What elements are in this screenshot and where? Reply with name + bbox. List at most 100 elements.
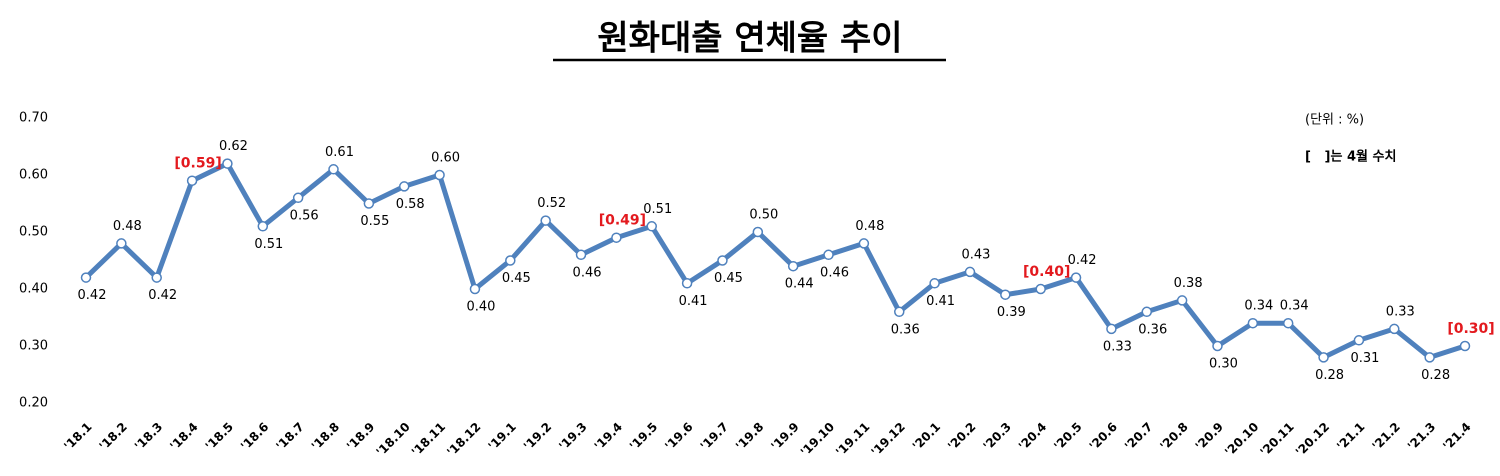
y-tick-label: 0.40 [19, 282, 48, 297]
x-tick-label: '18.11 [409, 420, 448, 459]
value-label: 0.41 [679, 294, 708, 309]
x-tick-label: '20.4 [1016, 420, 1049, 453]
value-label: 0.50 [749, 208, 778, 223]
data-point [1212, 340, 1223, 352]
data-point [222, 158, 233, 169]
value-label: [0.59] [174, 156, 221, 172]
data-point [116, 238, 127, 249]
value-label: 0.43 [961, 247, 990, 262]
x-tick-label: '18.4 [167, 420, 200, 453]
value-label: 0.42 [1068, 253, 1097, 268]
y-tick-label: 0.60 [19, 168, 48, 183]
x-tick-label: '21.4 [1440, 420, 1473, 453]
data-point [257, 221, 269, 232]
value-label: 0.60 [431, 151, 460, 166]
x-tick-label: '20.7 [1122, 420, 1155, 453]
value-label: 0.48 [855, 219, 884, 234]
value-label: 0.58 [396, 197, 425, 212]
value-label: 0.51 [643, 202, 672, 217]
x-tick-label: '19.1 [485, 420, 518, 453]
x-tick-label: '21.3 [1405, 420, 1438, 453]
y-tick-label: 0.50 [19, 225, 48, 240]
value-label: 0.45 [502, 271, 531, 286]
data-point [858, 238, 870, 249]
x-tick-label: '21.1 [1334, 420, 1367, 453]
value-label: 0.62 [219, 139, 248, 154]
x-tick-label: '18.8 [309, 420, 342, 453]
y-tick-label: 0.70 [19, 111, 48, 126]
x-tick-label: '18.12 [444, 420, 483, 459]
value-label: 0.51 [254, 237, 283, 252]
note-label: [ ]는 4월 수치 [1305, 149, 1396, 165]
data-point [151, 272, 162, 283]
value-label: 0.33 [1103, 339, 1132, 354]
data-point [540, 215, 551, 226]
value-label: 0.34 [1280, 299, 1309, 314]
x-tick-label: '20.5 [1051, 420, 1084, 453]
value-label: 0.28 [1421, 368, 1450, 383]
y-tick-label: 0.20 [19, 396, 48, 411]
data-point [1070, 272, 1082, 283]
value-label: 0.40 [466, 300, 495, 315]
data-point [646, 221, 657, 232]
data-point [328, 164, 339, 175]
x-tick-label: '19.12 [869, 420, 908, 459]
data-point [363, 198, 375, 209]
x-tick-label: '18.3 [132, 420, 165, 453]
x-tick-label: '19.10 [798, 420, 837, 459]
value-label: 0.44 [785, 277, 814, 292]
data-point [1282, 317, 1294, 329]
x-tick-label: '19.8 [733, 420, 766, 453]
value-label: 0.38 [1174, 276, 1203, 291]
value-label: 0.46 [820, 265, 849, 280]
x-tick-label: '19.9 [768, 420, 801, 453]
value-label: 0.30 [1209, 357, 1238, 372]
data-point [1000, 289, 1011, 300]
x-tick-label: '20.2 [945, 420, 978, 453]
x-tick-label: '21.2 [1369, 420, 1402, 453]
x-tick-label: '20.6 [1087, 420, 1120, 453]
value-label: 0.61 [325, 145, 354, 160]
value-label: 0.46 [573, 265, 602, 280]
data-point [186, 175, 198, 186]
data-point [1459, 340, 1471, 352]
value-label: 0.55 [360, 214, 389, 229]
data-point [929, 278, 940, 289]
value-label: 0.39 [997, 305, 1026, 320]
x-tick-label: '18.6 [238, 420, 271, 453]
value-label: 0.28 [1315, 368, 1344, 383]
data-point [752, 226, 764, 238]
value-label: 0.45 [714, 271, 743, 286]
data-point [1106, 323, 1117, 335]
x-tick-label: '18.9 [344, 420, 377, 453]
data-point [1035, 283, 1046, 295]
data-point [434, 169, 445, 181]
x-tick-label: '19.6 [662, 420, 695, 453]
x-tick-label: '20.8 [1157, 420, 1190, 453]
data-point [1176, 295, 1188, 306]
value-label: 0.56 [290, 208, 319, 223]
x-tick-label: '18.7 [273, 420, 306, 453]
x-tick-label: '19.2 [521, 420, 554, 453]
value-label: 0.52 [537, 196, 566, 211]
value-label: [0.30] [1447, 321, 1494, 337]
data-point [964, 266, 976, 278]
data-point [505, 255, 516, 266]
unit-label: (단위 : %) [1305, 113, 1364, 128]
y-tick-label: 0.30 [19, 339, 48, 354]
data-point [575, 249, 587, 261]
x-tick-label: '19.4 [592, 420, 625, 453]
data-point [611, 232, 622, 243]
data-point [80, 272, 92, 283]
data-point [1247, 317, 1259, 329]
data-point [398, 181, 410, 192]
value-label: 0.48 [113, 219, 142, 234]
x-tick-label: '19.7 [698, 420, 731, 453]
x-tick-label: '18.1 [61, 420, 94, 453]
value-label: 0.36 [1138, 322, 1167, 337]
x-tick-label: '19.5 [627, 420, 660, 453]
value-label: 0.42 [78, 288, 107, 303]
data-point [1318, 352, 1329, 363]
